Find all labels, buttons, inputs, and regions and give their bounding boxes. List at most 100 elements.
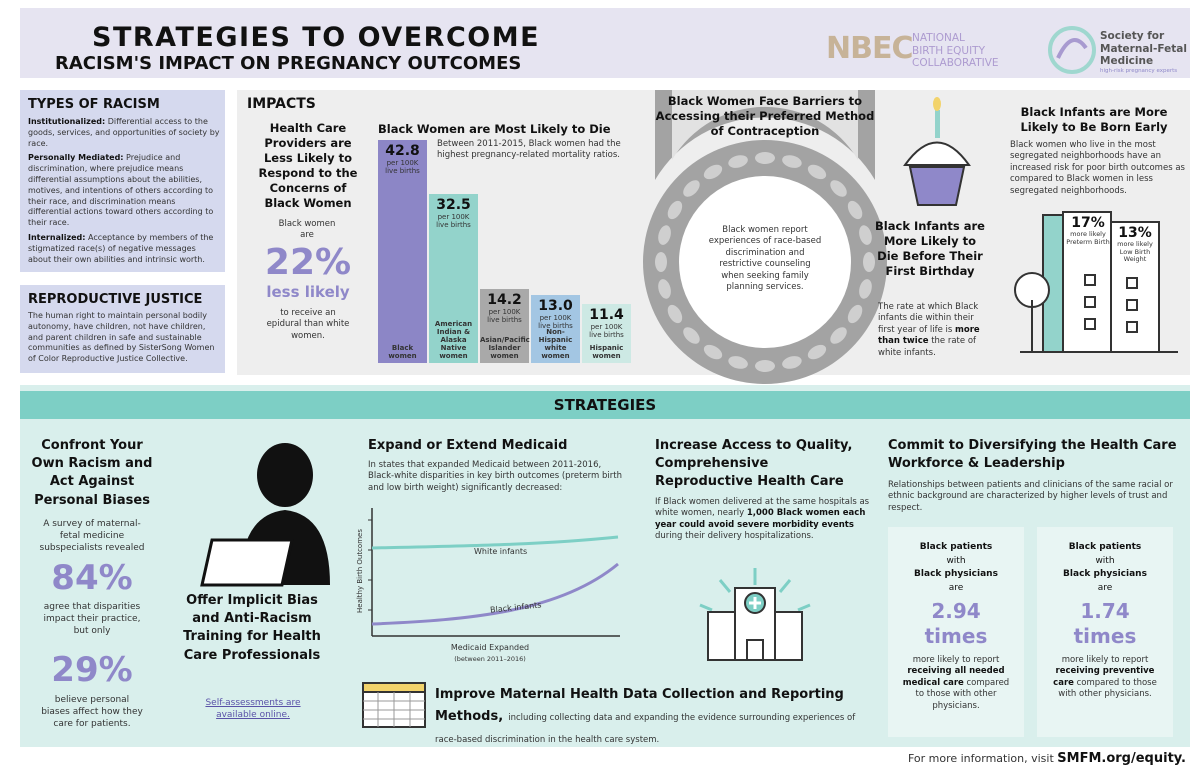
justice-panel [20, 285, 225, 373]
types-list: Institutionalized: Differential access t… [28, 117, 220, 265]
confront-stat: 29% [51, 650, 133, 690]
born-early-stat: 17% more likely Preterm Birth [1066, 215, 1110, 246]
candle [935, 110, 940, 138]
pill [863, 252, 875, 272]
confront-text: agree that disparities impact their prac… [43, 602, 141, 637]
type-item: Institutionalized: Differential access t… [28, 117, 220, 149]
pill [728, 155, 748, 168]
text: more likely to report [912, 655, 1000, 665]
bar: 32.5 per 100K live births American Indian … [429, 193, 478, 363]
smfm-logo [1048, 26, 1096, 74]
types-panel [20, 90, 225, 272]
pill [658, 225, 671, 245]
bar: 14.2 per 100K live births Asian/Pacific Is… [480, 289, 530, 363]
self-assessment-link[interactable]: Self-assessments are available online. [205, 698, 301, 721]
smfm-line: Medicine [1100, 55, 1154, 68]
stat-label: more likely Low Birth Weight [1117, 240, 1153, 264]
pill [755, 360, 775, 372]
data-title: Improve Maternal Health Data Collection … [435, 687, 844, 725]
text: the rate of white infants. [878, 336, 977, 358]
x-axis-label: Medicaid Expanded [450, 643, 530, 652]
card-stat: 2.94 times [924, 599, 988, 648]
infant-death-text: The rate at which Black infants die with… [878, 302, 990, 359]
text: compared to those with other physicians. [1058, 677, 1157, 700]
pill [807, 344, 827, 360]
implicit-bias-title: Offer Implicit Bias and Anti-Racism Trai… [183, 593, 321, 663]
nbec-line: BIRTH EQUITY [912, 44, 985, 57]
line: Black physicians [1063, 569, 1147, 579]
pill [703, 164, 723, 180]
card-text: more likely to report receiving preventi… [1047, 655, 1163, 701]
stat-value: 13% [1118, 225, 1152, 241]
title: STRATEGIES TO OVERCOME [92, 22, 541, 53]
access-title: Increase Access to Quality, Comprehensiv… [655, 438, 853, 490]
pill [782, 155, 802, 168]
bar-group: American Indian & Alaska Native women [434, 319, 473, 360]
mortality-bars: 42.8 per 100K live births Black women 32.5 p… [378, 140, 631, 363]
nbec-line: NATIONAL [912, 32, 965, 44]
born-early-stat: 13% more likely Low Birth Weight [1113, 225, 1157, 264]
providers-stat: 22% [264, 242, 352, 283]
nbec-name: NATIONAL BIRTH EQUITY COLLABORATIVE [912, 32, 999, 70]
card-stat: 1.74 times [1073, 599, 1137, 648]
bar-group: Non-Hispanic white women [538, 327, 573, 360]
line: with [1095, 555, 1115, 566]
bar-unit: per 100K live births [436, 212, 471, 229]
bar: 11.4 per 100K live births Hispanic women [582, 303, 631, 363]
pill [755, 152, 775, 164]
providers-lead: Black women are [278, 219, 336, 241]
type-term: Institutionalized: [28, 117, 106, 126]
pill [859, 225, 872, 245]
data-text: including collecting data and expanding … [435, 713, 856, 746]
contraception-title: Black Women Face Barriers to Accessing t… [655, 94, 875, 138]
type-term: Internalized: [28, 232, 86, 242]
type-term: Personally Mediated: [28, 153, 124, 163]
pill [703, 344, 723, 360]
type-item: Internalized: Acceptance by members of t… [28, 233, 220, 265]
confront-title: Confront Your Own Racism and Act Against… [31, 438, 153, 508]
text: more likely to report [1061, 655, 1149, 665]
card-text: more likely to report receiving all need… [898, 655, 1014, 712]
stat-value: 17% [1071, 215, 1105, 231]
pill [658, 279, 671, 299]
cup [908, 166, 966, 206]
types-title: TYPES OF RACISM [28, 97, 160, 112]
text: during their delivery hospitalizations. [655, 531, 814, 542]
footer: For more information, visit SMFM.org/equ… [908, 751, 1186, 766]
pill [847, 200, 863, 220]
born-early-title: Black Infants are More Likely to Be Born… [1020, 105, 1168, 134]
pill [859, 279, 872, 299]
wheel-center [679, 176, 851, 348]
hospital-icon [699, 568, 811, 661]
bar-value: 42.8 [385, 143, 420, 159]
medicaid-chart [368, 508, 620, 637]
medicaid-title: Expand or Extend Medicaid [368, 438, 568, 453]
pills [655, 152, 875, 372]
type-text: Prejudice and discrimination, where prej… [28, 153, 214, 228]
pill [830, 180, 847, 197]
type-text: Acceptance by members of the stigmatized… [28, 232, 214, 264]
series-label: White infants [474, 547, 528, 556]
card-lead: Black patients with Black physicians are [888, 541, 1024, 595]
mortality-title: Black Women are Most Likely to Die [378, 122, 611, 136]
nbec-line: COLLABORATIVE [912, 57, 999, 70]
infant-death-title: Black Infants are More Likely to Die Bef… [875, 219, 985, 278]
line: with [946, 555, 966, 566]
medicaid-text: In states that expanded Medicaid between… [368, 460, 622, 493]
bar: 13.0 per 100K live births Non-Hispanic whi… [531, 295, 580, 363]
emphasis: receiving preventive care [1053, 666, 1155, 688]
diversify-title: Commit to Diversifying the Health Care W… [888, 438, 1177, 472]
pill [667, 200, 683, 220]
data-collection: Improve Maternal Health Data Collection … [435, 682, 865, 748]
mortality-note: Between 2011-2015, Black women had the h… [437, 139, 621, 161]
smfm-line: Society for [1100, 30, 1165, 42]
building-icon [1014, 211, 1178, 353]
stat-label: more likely Preterm Birth [1066, 230, 1110, 246]
text: If Black women delivered at the same hos… [655, 497, 870, 519]
smfm-logo [1056, 38, 1088, 59]
footer-link: SMFM.org/equity. [1057, 751, 1186, 766]
bar-value: 13.0 [538, 298, 573, 315]
person-icon [200, 443, 330, 587]
flame [933, 97, 941, 111]
